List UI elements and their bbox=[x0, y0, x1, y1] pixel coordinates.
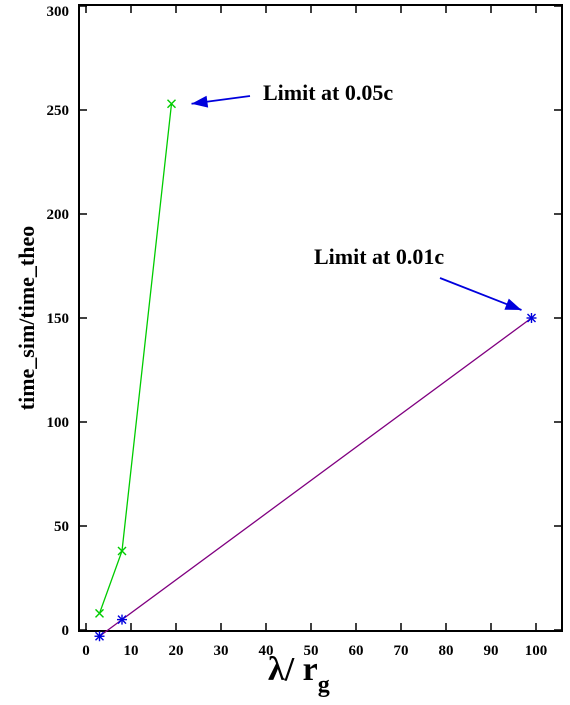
marker-stroke bbox=[95, 608, 104, 618]
arrow-head bbox=[504, 298, 522, 310]
x-tick-label: 90 bbox=[484, 643, 499, 659]
series-2 bbox=[94, 313, 537, 642]
axis-ticks bbox=[79, 5, 562, 631]
data-point bbox=[117, 614, 127, 625]
x-tick-label: 70 bbox=[394, 643, 409, 659]
data-point bbox=[167, 99, 176, 109]
x-tick-label: 80 bbox=[439, 643, 454, 659]
data-point bbox=[526, 313, 537, 323]
series-line bbox=[98, 103, 173, 614]
x-axis-title: λ/ rg bbox=[268, 651, 330, 698]
x-tick-label: 60 bbox=[349, 643, 364, 659]
x-tick-labels: 0 10 20 30 40 50 60 70 80 90 100 bbox=[82, 643, 547, 659]
y-tick-label: 300 bbox=[47, 4, 70, 20]
x-tick-label: 50 bbox=[304, 643, 319, 659]
annotation-text: Limit at 0.01c bbox=[314, 244, 444, 269]
data-point bbox=[95, 608, 104, 618]
annotation-layer: Limit at 0.05c Limit at 0.01c bbox=[191, 80, 522, 311]
y-tick-label: 0 bbox=[62, 623, 70, 639]
y-axis-title: time_sim/time_theo bbox=[14, 226, 39, 411]
annotation-text: Limit at 0.05c bbox=[263, 80, 393, 105]
y-tick-label: 100 bbox=[47, 415, 70, 431]
x-axis-title-subscript: g bbox=[318, 672, 330, 698]
y-tick-label: 250 bbox=[47, 103, 70, 119]
y-tick-label: 200 bbox=[47, 207, 70, 223]
x-tick-label: 100 bbox=[525, 643, 548, 659]
series-line bbox=[99, 317, 532, 637]
series-layer bbox=[94, 99, 537, 642]
x-tick-label: 30 bbox=[214, 643, 229, 659]
marker-stroke bbox=[167, 99, 176, 109]
y-tick-label: 150 bbox=[47, 311, 70, 327]
x-tick-label: 20 bbox=[169, 643, 184, 659]
annotation-arrow bbox=[439, 277, 522, 311]
x-tick-label: 10 bbox=[124, 643, 139, 659]
annotation-arrow bbox=[191, 95, 251, 108]
data-point bbox=[94, 631, 105, 642]
x-axis-title-main: λ/ r bbox=[268, 651, 318, 688]
series-1 bbox=[95, 99, 176, 618]
y-tick-labels: 0 50 100 150 200 250 300 bbox=[47, 4, 70, 639]
y-tick-label: 50 bbox=[54, 519, 69, 535]
arrow-head bbox=[191, 95, 209, 108]
marker-stroke bbox=[117, 546, 127, 556]
x-tick-label: 0 bbox=[82, 643, 90, 659]
data-point bbox=[117, 546, 127, 556]
x-tick-label: 40 bbox=[259, 643, 274, 659]
